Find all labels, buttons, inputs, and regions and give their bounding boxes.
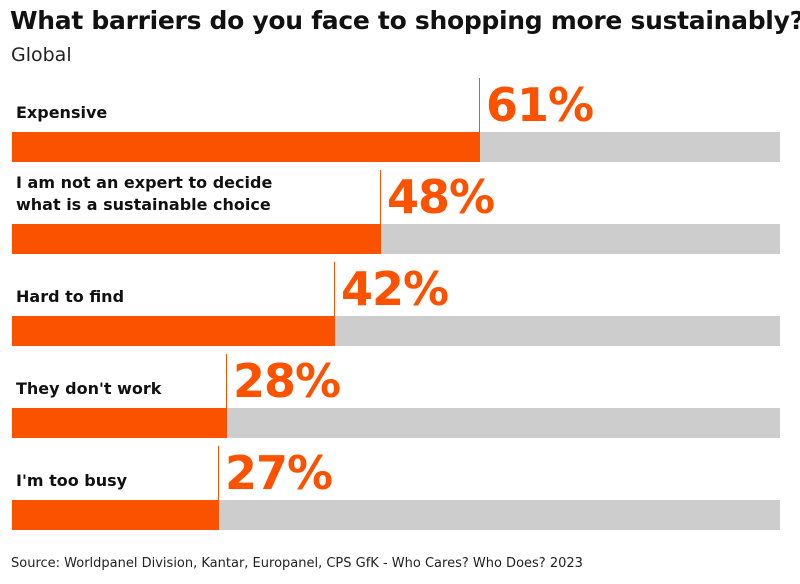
bar-track [12, 500, 780, 530]
bar-track [12, 316, 780, 346]
category-label: Hard to find [16, 286, 124, 308]
value-label: 27% [225, 446, 333, 500]
bar-end-tick [218, 446, 219, 500]
value-label: 28% [233, 354, 341, 408]
bar [12, 408, 227, 438]
bar-track [12, 408, 780, 438]
bar-row: Hard to find 42% [0, 262, 800, 354]
chart-title: What barriers do you face to shopping mo… [10, 6, 800, 35]
bar-end-tick [479, 78, 480, 132]
source-note: Source: Worldpanel Division, Kantar, Eur… [11, 556, 583, 571]
bar [12, 500, 219, 530]
bar-row: I'm too busy 27% [0, 446, 800, 538]
bar-row: I am not an expert to decide what is a su… [0, 170, 800, 262]
category-label-line: Hard to find [16, 287, 125, 306]
value-label: 61% [486, 78, 594, 132]
bar-end-tick [226, 354, 227, 408]
category-label-line: I am not an expert to decide [16, 173, 273, 192]
bar-row: They don't work 28% [0, 354, 800, 446]
bar-track [12, 132, 780, 162]
bar [12, 316, 335, 346]
category-label-line: what is a sustainable choice [16, 195, 271, 214]
value-label: 48% [387, 170, 495, 224]
bar-track [12, 224, 780, 254]
category-label-line: I'm too busy [16, 471, 128, 490]
category-label: I'm too busy [16, 470, 127, 492]
chart-subtitle: Global [11, 44, 72, 66]
bar-end-tick [380, 170, 381, 224]
category-label-line: Expensive [16, 103, 108, 122]
category-label: They don't work [16, 378, 161, 400]
bar-row: Expensive 61% [0, 78, 800, 170]
value-label: 42% [341, 262, 449, 316]
category-label: Expensive [16, 102, 107, 124]
bar [12, 132, 480, 162]
bar [12, 224, 381, 254]
bar-end-tick [334, 262, 335, 316]
category-label-line: They don't work [16, 379, 162, 398]
category-label: I am not an expert to decide what is a su… [16, 172, 272, 216]
